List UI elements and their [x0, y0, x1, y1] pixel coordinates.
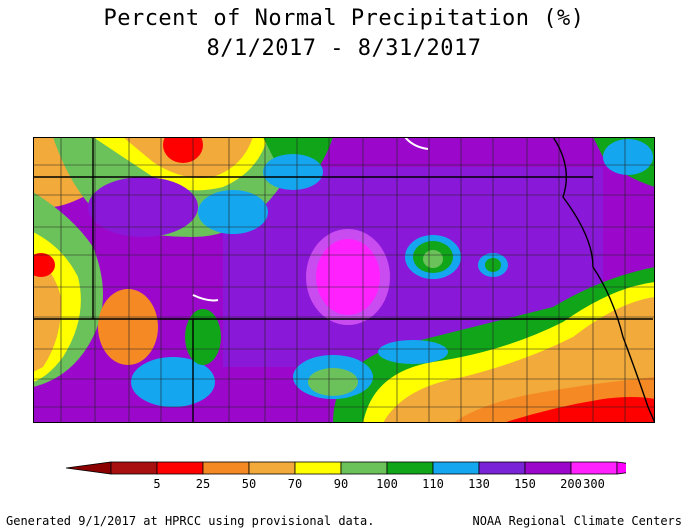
legend-tick-label: 110: [422, 477, 444, 491]
legend-swatch-25: [156, 461, 204, 475]
grid-horizontal: [33, 164, 655, 408]
ne-blue-patch: [603, 139, 653, 175]
legend-low-arrow: [66, 461, 112, 475]
legend-tick-label: 5: [153, 477, 160, 491]
river-wyoming: [192, 294, 219, 302]
legend-tick-label: 90: [334, 477, 348, 491]
legend-swatch-50: [202, 461, 250, 475]
sc-blue-blob: [378, 340, 448, 364]
legend-swatch-90: [294, 461, 342, 475]
legend-tick-label: 300: [583, 477, 605, 491]
legend-tick-label: 100: [376, 477, 398, 491]
footer-generated: Generated 9/1/2017 at HPRCC using provis…: [6, 514, 375, 528]
map-frame: [33, 137, 655, 423]
nw-blue-patch: [198, 190, 268, 234]
state-borders: [33, 137, 655, 423]
legend-swatch-300: [570, 461, 618, 475]
legend-tick-label: 70: [288, 477, 302, 491]
legend-swatch-100: [340, 461, 388, 475]
central-magenta-core: [316, 239, 380, 315]
south-green-blob: [308, 368, 358, 396]
west-red-spot: [33, 253, 55, 277]
west-green-patch: [185, 309, 221, 365]
footer-source: NOAA Regional Climate Centers: [472, 514, 682, 528]
west-orange-band: [33, 257, 62, 372]
river-north: [404, 137, 429, 150]
nw-purple-patch: [88, 177, 198, 237]
grid-vertical: [60, 137, 626, 423]
legend-swatch-70: [248, 461, 296, 475]
legend-swatch-130: [432, 461, 480, 475]
green-cell-inner: [423, 250, 443, 268]
west-blue-patch: [131, 357, 215, 407]
legend-swatch-200: [524, 461, 572, 475]
border-missouri-river: [552, 137, 655, 423]
precipitation-map: [33, 137, 655, 423]
legend-tick-label: 130: [468, 477, 490, 491]
county-grid: [33, 137, 655, 423]
map-title: Percent of Normal Precipitation (%): [103, 6, 585, 31]
date-range: 8/1/2017 - 8/31/2017: [206, 36, 482, 61]
legend-high-arrow: [616, 461, 626, 475]
legend-swatch-5: [110, 461, 158, 475]
legend-tick-label: 200: [560, 477, 582, 491]
west-orange-patch: [98, 289, 158, 365]
legend-tick-label: 150: [514, 477, 536, 491]
color-legend: 5 25 50 70 90 100 110 130 150 200 300: [66, 461, 626, 491]
legend-tick-label: 25: [196, 477, 210, 491]
se-red-band: [503, 397, 655, 423]
legend-swatch-150: [478, 461, 526, 475]
legend-tick-label: 50: [242, 477, 256, 491]
legend-swatch-110: [386, 461, 434, 475]
north-blue-patch: [263, 154, 323, 190]
